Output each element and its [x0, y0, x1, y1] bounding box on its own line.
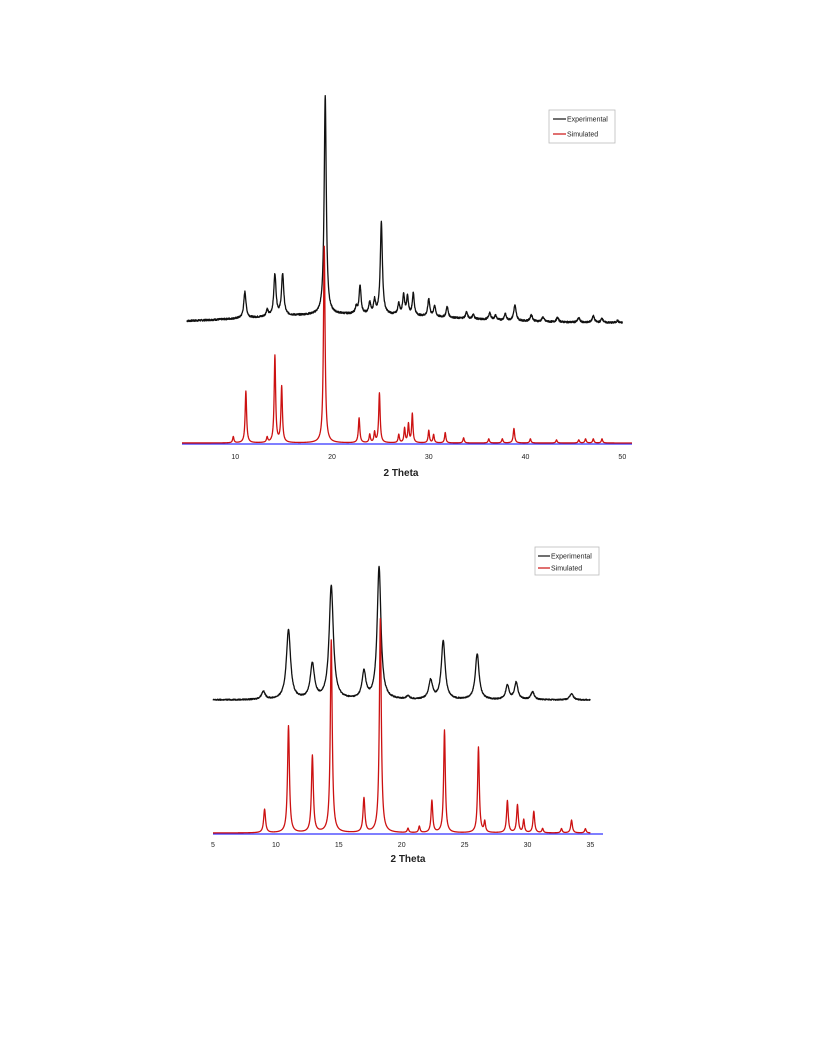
xrd-chart-1: 10 20 30 40 50 2 Theta Experimental Simulate… — [181, 95, 633, 479]
simulated-series-line — [212, 617, 591, 834]
x-axis-ticks: 5 10 15 20 25 30 35 — [211, 842, 594, 849]
x-tick-label: 25 — [461, 842, 469, 849]
x-tick-label: 30 — [524, 842, 532, 849]
experimental-series-line — [186, 95, 623, 324]
x-tick-label: 15 — [335, 842, 343, 849]
legend: Experimental Simulated — [534, 546, 600, 576]
x-tick-label: 35 — [587, 842, 595, 849]
xrd-chart-2: 5 10 15 20 25 30 35 2 Theta Experimental Simul… — [211, 546, 603, 865]
x-tick-label: 50 — [618, 454, 626, 461]
x-axis-ticks: 10 20 30 40 50 — [231, 454, 626, 461]
x-tick-label: 40 — [522, 454, 530, 461]
x-axis-title: 2 Theta — [383, 468, 418, 479]
legend-label-simulated: Simulated — [551, 566, 582, 573]
legend-box — [548, 109, 616, 144]
x-tick-label: 5 — [211, 842, 215, 849]
legend-label-experimental: Experimental — [567, 117, 608, 124]
legend: Experimental Simulated — [548, 109, 616, 144]
x-tick-label: 10 — [272, 842, 280, 849]
x-tick-label: 10 — [231, 454, 239, 461]
x-tick-label: 30 — [425, 454, 433, 461]
x-tick-label: 20 — [398, 842, 406, 849]
x-axis-title: 2 Theta — [390, 854, 425, 865]
x-tick-label: 20 — [328, 454, 336, 461]
simulated-series-line — [181, 245, 633, 444]
legend-box — [534, 546, 600, 576]
legend-label-simulated: Simulated — [567, 132, 598, 139]
legend-label-experimental: Experimental — [551, 554, 592, 561]
experimental-series-line — [212, 565, 591, 702]
